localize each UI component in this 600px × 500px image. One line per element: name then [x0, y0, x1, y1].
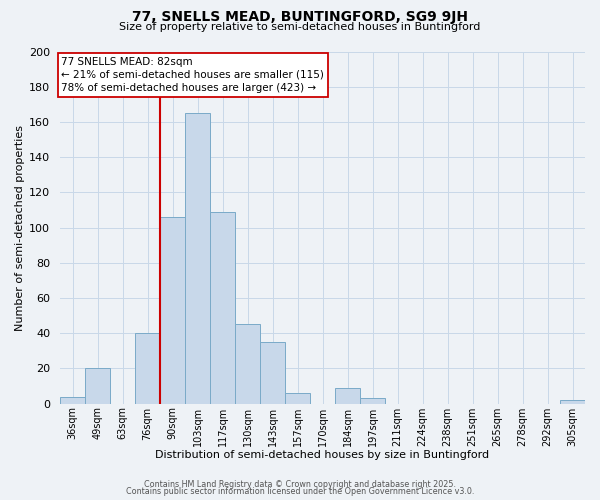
Bar — [235, 324, 260, 404]
Bar — [560, 400, 585, 404]
Bar — [210, 212, 235, 404]
Bar — [260, 342, 285, 404]
Bar — [160, 217, 185, 404]
Text: 77, SNELLS MEAD, BUNTINGFORD, SG9 9JH: 77, SNELLS MEAD, BUNTINGFORD, SG9 9JH — [132, 10, 468, 24]
Bar — [335, 388, 360, 404]
Bar — [85, 368, 110, 404]
Bar — [185, 113, 210, 404]
Text: Contains HM Land Registry data © Crown copyright and database right 2025.: Contains HM Land Registry data © Crown c… — [144, 480, 456, 489]
Bar — [285, 393, 310, 404]
X-axis label: Distribution of semi-detached houses by size in Buntingford: Distribution of semi-detached houses by … — [155, 450, 490, 460]
Bar — [135, 333, 160, 404]
Text: 77 SNELLS MEAD: 82sqm
← 21% of semi-detached houses are smaller (115)
78% of sem: 77 SNELLS MEAD: 82sqm ← 21% of semi-deta… — [61, 57, 324, 93]
Y-axis label: Number of semi-detached properties: Number of semi-detached properties — [15, 124, 25, 330]
Bar — [60, 396, 85, 404]
Text: Size of property relative to semi-detached houses in Buntingford: Size of property relative to semi-detach… — [119, 22, 481, 32]
Bar — [360, 398, 385, 404]
Text: Contains public sector information licensed under the Open Government Licence v3: Contains public sector information licen… — [126, 487, 474, 496]
